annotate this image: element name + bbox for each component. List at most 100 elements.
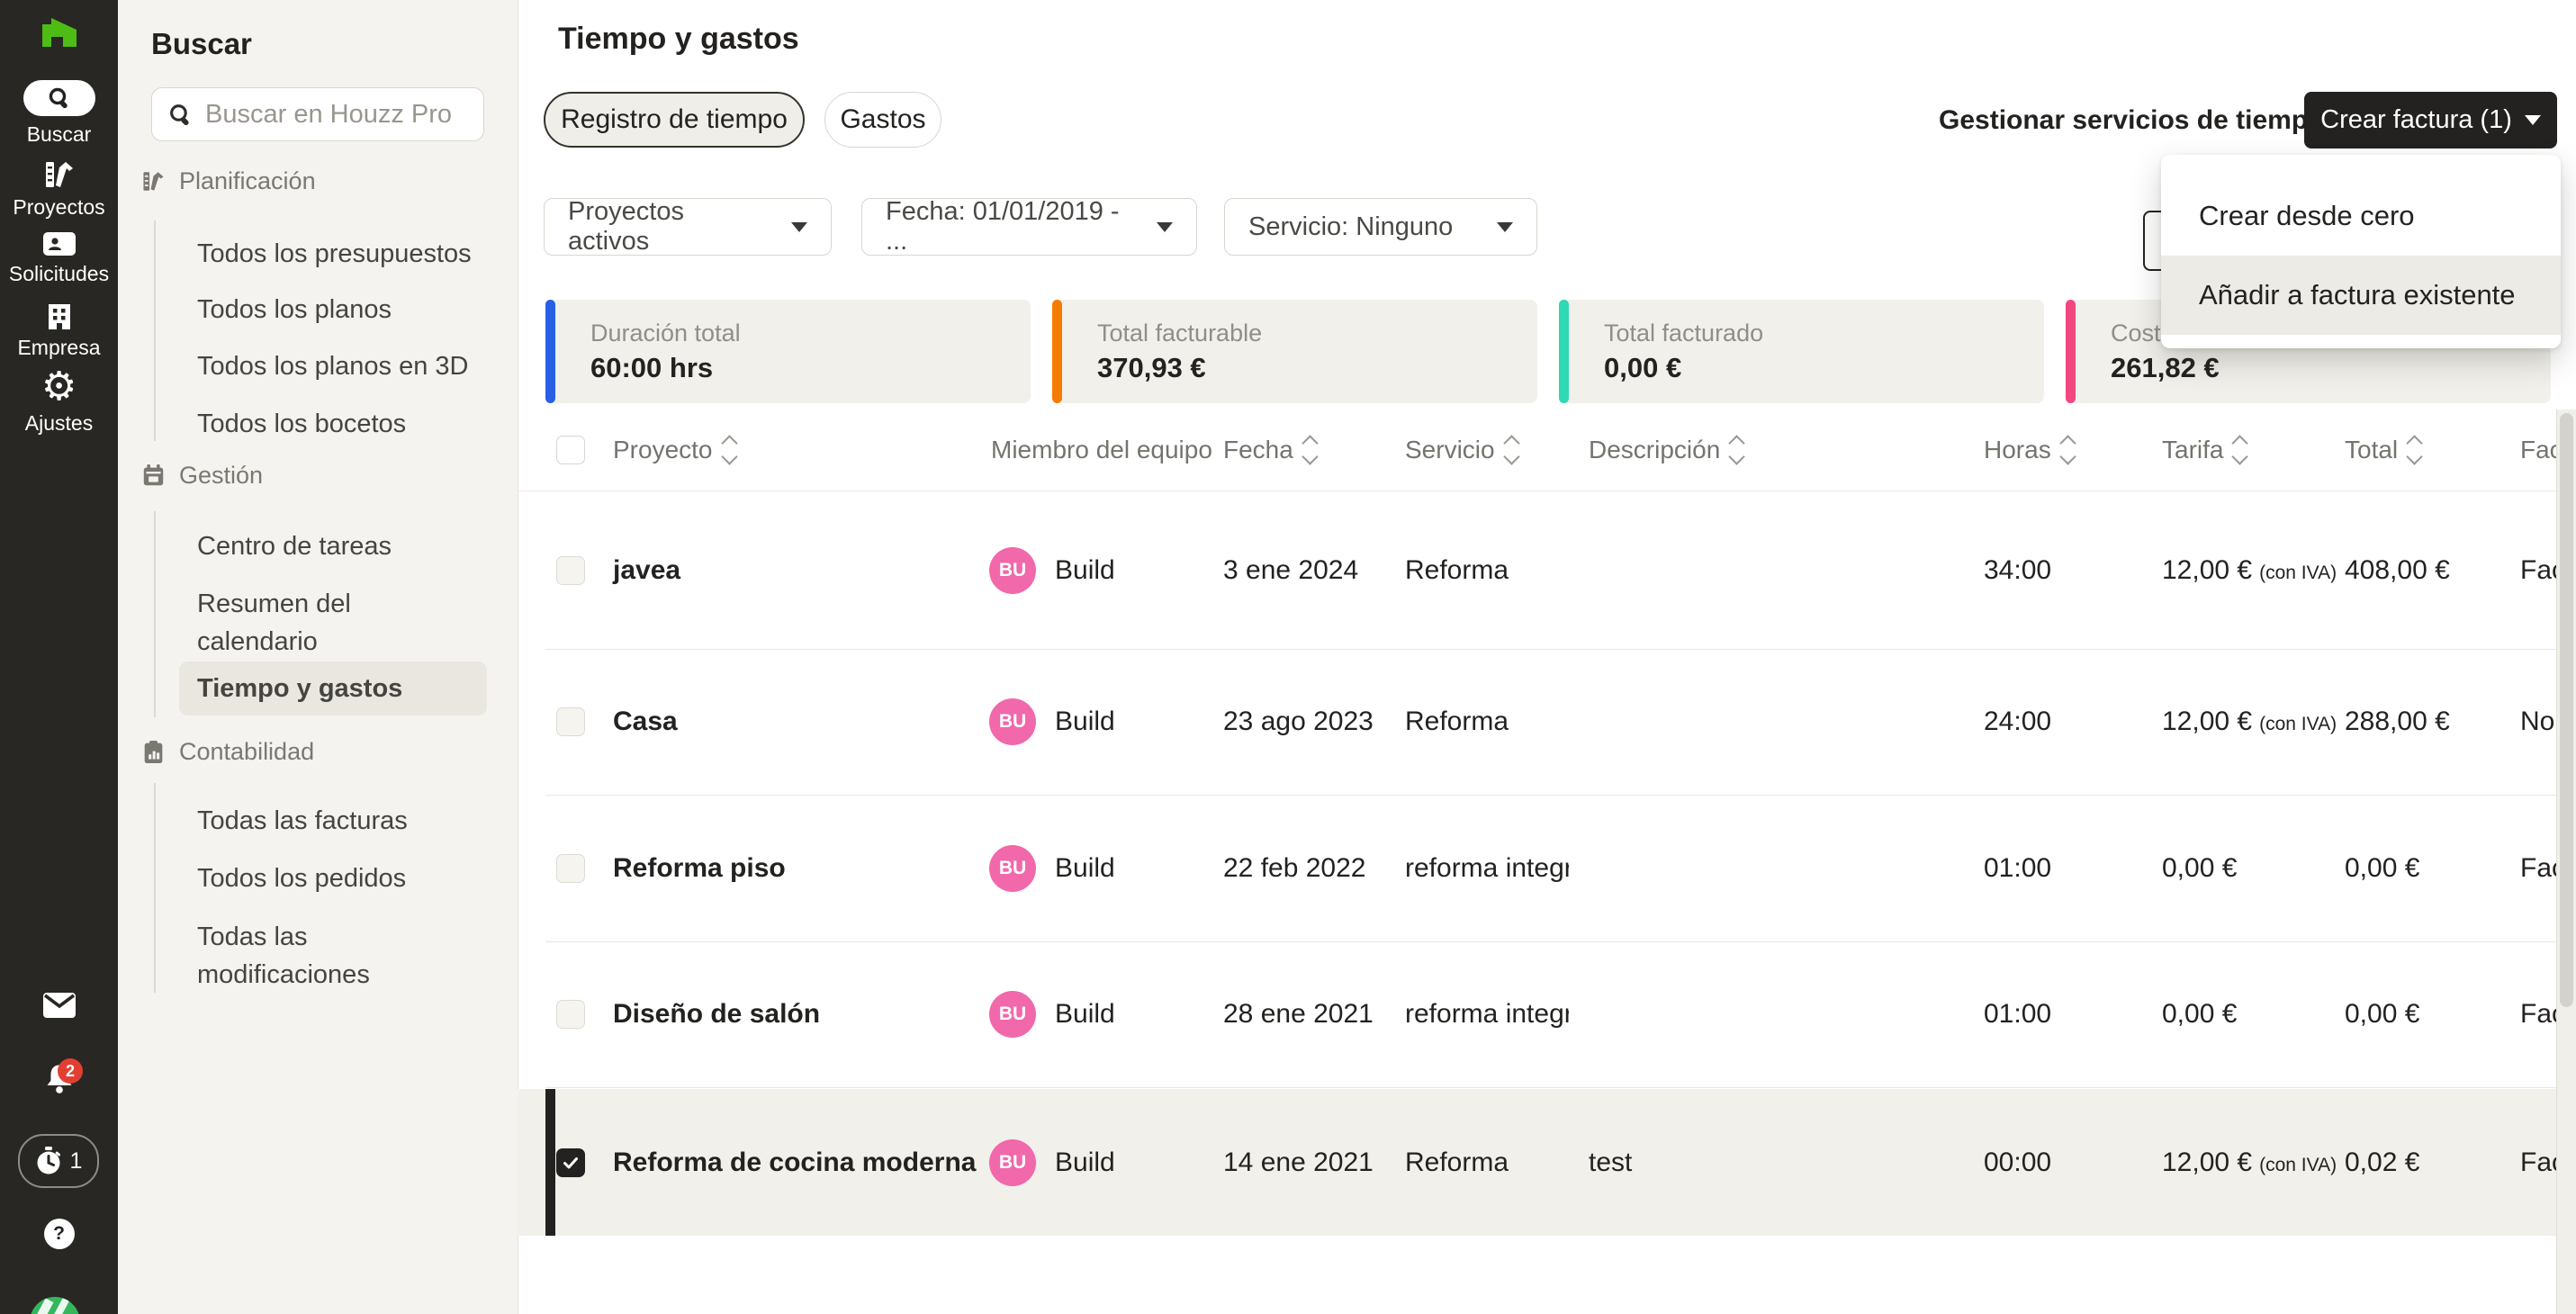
sidebar-item-facturas[interactable]: Todas las facturas — [197, 806, 408, 835]
tab-gastos[interactable]: Gastos — [824, 92, 941, 148]
sidebar-item-presupuestos[interactable]: Todos los presupuestos — [197, 239, 472, 268]
col-fecha[interactable]: Fecha — [1223, 435, 1319, 465]
row-divider — [545, 795, 2556, 796]
chevron-down-icon — [791, 221, 807, 232]
card-value: 370,93 € — [1097, 352, 1206, 383]
notifications-badge: 2 — [58, 1058, 83, 1084]
houzz-logo-icon — [41, 18, 77, 47]
col-total[interactable]: Total — [2345, 435, 2423, 465]
manage-time-services-link[interactable]: Gestionar servicios de tiempo — [1939, 105, 2325, 135]
cell-service: reforma integral — [1405, 999, 1569, 1029]
select-all-checkbox-wrap — [556, 436, 585, 464]
rate-note: (con IVA) — [2259, 1154, 2337, 1175]
rail-item-help[interactable]: ? — [0, 1219, 118, 1249]
avatar: BU — [989, 546, 1036, 594]
timer-widget[interactable]: 1 — [18, 1134, 99, 1188]
card-value: 0,00 € — [1604, 352, 1682, 383]
rail-item-buscar[interactable]: Buscar — [0, 80, 118, 147]
filter-proyectos[interactable]: Proyectos activos — [544, 197, 832, 256]
table-row-selected[interactable]: Reforma de cocina moderna BU Build 14 en… — [518, 1089, 2576, 1236]
col-label: Tarifa — [2162, 436, 2224, 464]
avatar: BU — [989, 698, 1036, 745]
row-checkbox[interactable] — [556, 707, 585, 736]
col-label: Horas — [1984, 436, 2051, 464]
row-divider — [545, 941, 2556, 942]
menu-item-anadir-factura[interactable]: Añadir a factura existente — [2161, 256, 2561, 335]
sidebar-item-bocetos[interactable]: Todos los bocetos — [197, 410, 407, 438]
rate-value: 12,00 € — [2162, 706, 2253, 736]
section-label: Gestión — [179, 462, 264, 489]
sidebar-item-centro-tareas[interactable]: Centro de tareas — [197, 532, 392, 561]
avatar: BU — [989, 991, 1036, 1038]
row-checkbox[interactable] — [556, 853, 585, 883]
sidebar-item-planos[interactable]: Todos los planos — [197, 295, 392, 324]
nav-rail: Buscar Proyectos Solicitudes — [0, 0, 118, 1314]
select-all-checkbox[interactable] — [556, 436, 585, 464]
col-label: Fecha — [1223, 436, 1293, 464]
cell-date: 22 feb 2022 — [1223, 852, 1366, 883]
cell-date: 28 ene 2021 — [1223, 999, 1374, 1029]
cell-service: Reforma — [1405, 1147, 1509, 1177]
chevron-down-icon — [2524, 115, 2541, 125]
menu-item-crear-desde-cero[interactable]: Crear desde cero — [2199, 200, 2415, 231]
col-label: Miembro del equipo — [991, 436, 1212, 464]
rail-label: Ajustes — [24, 411, 94, 435]
col-proyecto[interactable]: Proyecto — [613, 435, 738, 465]
col-horas[interactable]: Horas — [1984, 435, 2076, 465]
rate-value: 12,00 € — [2162, 554, 2253, 585]
row-checkbox[interactable] — [556, 1000, 585, 1029]
col-servicio[interactable]: Servicio — [1405, 435, 1520, 465]
scrollbar-thumb[interactable] — [2560, 413, 2573, 1007]
cell-hours: 24:00 — [1984, 706, 2052, 736]
sidebar-item-modificaciones[interactable]: Todas las modificaciones — [197, 922, 370, 990]
accounting-clipboard-icon — [144, 741, 163, 763]
cell-member: Build — [1055, 554, 1115, 585]
rail-item-messages[interactable] — [0, 993, 118, 1018]
table-row[interactable]: Casa BU Build 23 ago 2023 Reforma 24:00 … — [518, 649, 2576, 795]
row-checkbox-checked[interactable] — [556, 1148, 585, 1177]
col-facturable[interactable]: Facturable — [2520, 436, 2558, 464]
gear-icon: ⚙ — [41, 364, 77, 410]
sidebar-item-planos-3d[interactable]: Todos los planos en 3D — [197, 352, 469, 381]
table-row[interactable]: Diseño de salón BU Build 28 ene 2021 ref… — [518, 941, 2576, 1087]
sort-icon — [2406, 435, 2423, 465]
sidebar-search[interactable] — [151, 87, 484, 141]
sort-icon — [2231, 435, 2249, 465]
table-row[interactable]: javea BU Build 3 ene 2024 Reforma 34:00 … — [518, 491, 2576, 649]
cell-rate: 0,00 € — [2162, 999, 2244, 1030]
summary-card-facturable: Total facturable 370,93 € — [1052, 300, 1537, 403]
sidebar-title: Buscar — [151, 27, 252, 60]
sidebar-item-resumen-calendario[interactable]: Resumen del calendario — [197, 590, 351, 657]
user-avatar[interactable] — [30, 1297, 80, 1314]
col-descripcion[interactable]: Descripción — [1589, 435, 1745, 465]
filter-servicio[interactable]: Servicio: Ninguno — [1224, 198, 1537, 256]
filter-fecha[interactable]: Fecha: 01/01/2019 - ... — [861, 197, 1197, 256]
rail-item-empresa[interactable]: Empresa — [0, 304, 118, 360]
tab-registro-de-tiempo[interactable]: Registro de tiempo — [544, 92, 805, 148]
create-invoice-button[interactable]: Crear factura (1) — [2304, 92, 2557, 148]
rail-item-proyectos[interactable]: Proyectos — [0, 160, 118, 220]
scrollbar-track[interactable] — [2556, 410, 2576, 1314]
table-row[interactable]: Reforma piso BU Build 22 feb 2022 reform… — [518, 795, 2576, 941]
col-miembro[interactable]: Miembro del equipo — [991, 436, 1220, 464]
accent-bar — [545, 300, 555, 403]
row-divider — [545, 1087, 2556, 1088]
card-label: Duración total — [590, 320, 741, 346]
col-tarifa[interactable]: Tarifa — [2162, 435, 2249, 465]
rail-item-solicitudes[interactable]: Solicitudes — [0, 232, 118, 286]
row-checkbox[interactable] — [556, 555, 585, 585]
mail-icon — [42, 993, 76, 1018]
rail-item-ajustes[interactable]: ⚙ Ajustes — [0, 364, 118, 436]
cell-rate: 12,00 € (con IVA) — [2162, 1148, 2337, 1178]
cell-service: Reforma — [1405, 706, 1509, 736]
sidebar-item-tiempo-gastos[interactable]: Tiempo y gastos — [179, 662, 487, 716]
cell-service: Reforma — [1405, 554, 1509, 585]
sidebar-item-pedidos[interactable]: Todos los pedidos — [197, 864, 407, 893]
cell-date: 14 ene 2021 — [1223, 1147, 1374, 1177]
houzz-logo[interactable] — [0, 18, 118, 47]
filter-label: Fecha: 01/01/2019 - ... — [886, 197, 1120, 256]
search-input[interactable] — [203, 98, 477, 130]
timer-count: 1 — [69, 1148, 83, 1174]
group-line — [154, 511, 156, 717]
cell-billable: Facturable — [2520, 1147, 2556, 1177]
